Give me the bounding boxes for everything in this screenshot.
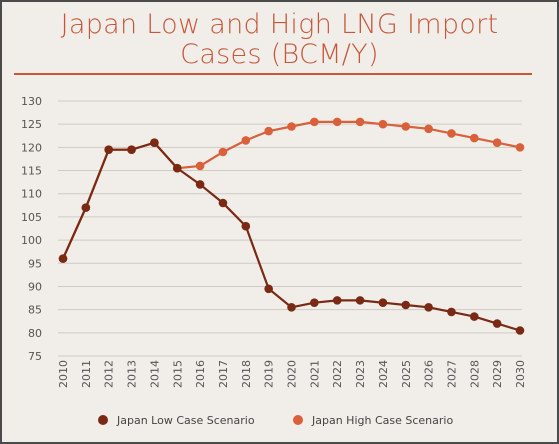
x-tick-label: 2024 — [377, 360, 390, 388]
data-point — [172, 163, 182, 173]
data-point — [492, 138, 502, 148]
data-point — [424, 124, 433, 134]
y-tick-label: 130 — [21, 95, 42, 108]
y-tick-label: 115 — [21, 165, 42, 178]
x-tick-label: 2025 — [400, 360, 413, 388]
y-axis-ticks: 75 80 85 90 95 100 105 110 115 120 125 130 — [21, 95, 42, 363]
series-high-case — [58, 117, 525, 263]
x-tick-label: 2030 — [514, 360, 527, 388]
y-tick-label: 90 — [28, 280, 42, 293]
data-point — [81, 203, 91, 212]
legend-item-low-case: Japan Low Case Scenario — [98, 414, 255, 427]
data-point — [195, 161, 205, 171]
x-tick-label: 2015 — [171, 360, 184, 388]
data-point — [355, 117, 365, 127]
data-point — [218, 147, 228, 157]
data-point — [58, 254, 68, 263]
x-tick-label: 2028 — [468, 360, 481, 388]
x-tick-label: 2021 — [308, 360, 321, 388]
legend-label: Japan High Case Scenario — [311, 414, 453, 427]
data-point — [470, 312, 479, 321]
data-point — [264, 126, 273, 136]
data-point — [287, 303, 296, 312]
y-tick-label: 125 — [21, 118, 42, 131]
data-point — [150, 138, 159, 148]
data-point — [401, 122, 411, 131]
series-line — [61, 120, 521, 260]
data-point — [378, 298, 388, 307]
x-tick-label: 2010 — [57, 360, 70, 388]
data-point — [424, 303, 433, 312]
data-point — [127, 145, 136, 154]
data-point — [378, 119, 388, 129]
x-axis-ticks: 2010 2011 2012 2013 2014 2015 2016 2017 2018 2019… — [57, 360, 527, 388]
legend-marker — [293, 415, 303, 425]
y-tick-label: 75 — [28, 350, 42, 363]
legend-item-high-case: Japan High Case Scenario — [293, 414, 453, 427]
x-tick-label: 2023 — [354, 360, 367, 388]
x-tick-label: 2012 — [103, 360, 116, 388]
x-tick-label: 2016 — [194, 360, 207, 388]
chart-title-line-2: Cases (BCM/Y) — [180, 39, 379, 70]
y-tick-label: 100 — [21, 234, 42, 247]
x-tick-label: 2022 — [331, 360, 344, 388]
data-point — [287, 122, 296, 131]
x-tick-label: 2017 — [217, 360, 230, 388]
y-tick-label: 110 — [21, 188, 42, 201]
data-point — [264, 284, 273, 294]
series-low-case — [58, 138, 525, 335]
grid-lines — [58, 100, 522, 357]
x-tick-label: 2011 — [80, 360, 93, 388]
data-point — [332, 296, 342, 305]
title-divider — [14, 73, 532, 75]
data-point — [401, 300, 411, 310]
y-tick-label: 120 — [21, 141, 42, 154]
series-layer — [58, 117, 525, 335]
legend-marker — [98, 415, 108, 425]
x-tick-label: 2026 — [423, 360, 436, 388]
y-tick-label: 95 — [28, 257, 42, 270]
data-point — [104, 145, 113, 154]
data-point — [218, 198, 228, 208]
data-point — [447, 307, 456, 317]
data-point — [241, 221, 251, 231]
data-point — [470, 133, 479, 143]
data-point — [195, 180, 205, 189]
chart-title: Japan Low and High LNG Import Cases (BCM… — [2, 10, 557, 70]
legend: Japan Low Case Scenario Japan High Case S… — [98, 414, 453, 427]
y-tick-label: 105 — [21, 211, 42, 224]
x-tick-label: 2029 — [491, 360, 504, 388]
data-point — [492, 319, 502, 328]
data-point — [310, 298, 319, 307]
x-tick-label: 2014 — [148, 360, 161, 388]
data-point — [355, 296, 365, 305]
legend-label: Japan Low Case Scenario — [116, 414, 255, 427]
data-point — [447, 129, 456, 138]
y-tick-label: 85 — [28, 304, 42, 317]
data-point — [332, 117, 342, 127]
x-tick-label: 2020 — [286, 360, 299, 388]
x-tick-label: 2027 — [445, 360, 458, 388]
x-tick-label: 2013 — [126, 360, 139, 388]
x-tick-label: 2019 — [263, 360, 276, 388]
data-point — [515, 326, 525, 335]
data-point — [515, 143, 525, 152]
data-point — [310, 117, 319, 127]
chart-title-line-1: Japan Low and High LNG Import — [60, 9, 499, 40]
y-tick-label: 80 — [28, 327, 42, 340]
x-tick-label: 2018 — [240, 360, 253, 388]
data-point — [241, 136, 251, 145]
